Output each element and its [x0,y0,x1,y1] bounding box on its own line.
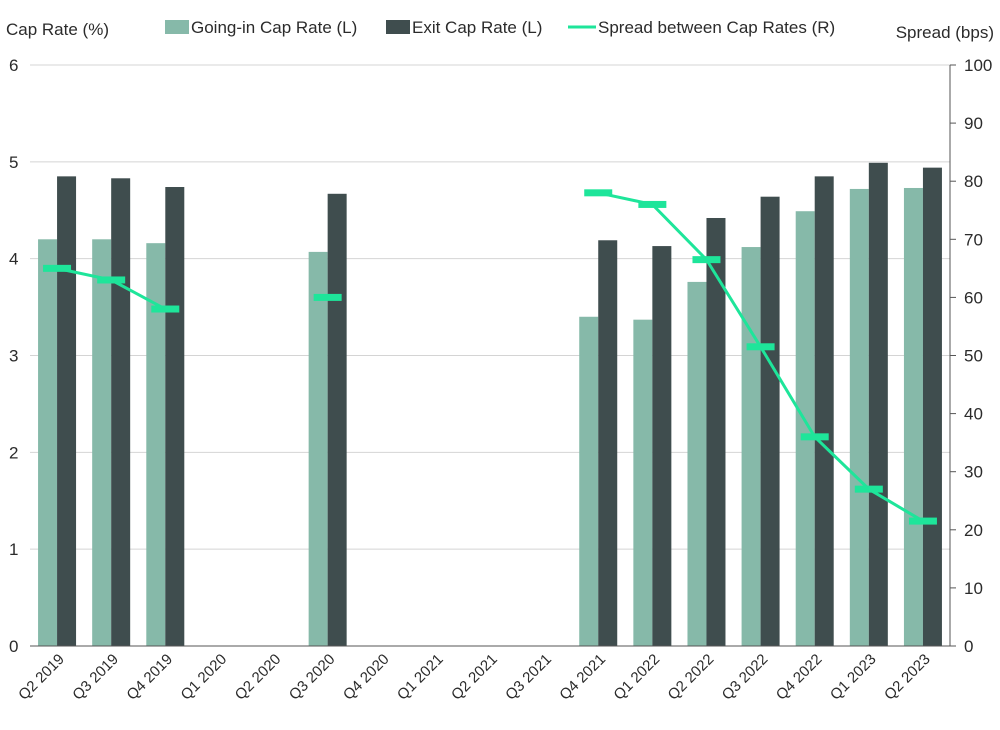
x-tick-label: Q2 2019 [15,651,68,704]
right-tick-label: 20 [964,521,983,540]
exit-cap-rate-bar [706,217,726,646]
going-in-cap-rate-bar [741,247,761,646]
exit-cap-rate-bar [922,167,942,647]
going-in-cap-rate-bar [38,239,58,647]
going-in-cap-rate-bar [92,239,112,647]
spread-point-marker [908,517,937,525]
right-tick-label: 0 [964,637,973,656]
going-in-cap-rate-bar [903,187,923,646]
spread-point-marker [151,305,180,313]
right-axis-title: Spread (bps) [896,23,994,42]
x-tick-label: Q2 2021 [448,651,501,704]
exit-cap-rate-bar [598,240,618,647]
x-tick-label: Q2 2023 [881,651,934,704]
exit-cap-rate-bar [760,196,780,646]
legend-label: Exit Cap Rate (L) [412,18,542,37]
x-tick-label: Q2 2022 [665,651,718,704]
going-in-cap-rate-bar [633,319,653,646]
left-tick-label: 6 [9,56,18,75]
x-tick-label: Q4 2021 [556,651,609,704]
spread-point-marker [584,189,613,197]
right-tick-label: 50 [964,347,983,366]
x-tick-label: Q1 2023 [827,651,880,704]
exit-cap-rate-bar [814,176,834,646]
x-tick-label: Q3 2021 [502,651,555,704]
spread-point-marker [97,276,126,284]
right-tick-label: 10 [964,579,983,598]
exit-cap-rate-bar [868,162,888,646]
legend-swatch [386,20,410,34]
going-in-cap-rate-bar [308,251,328,646]
right-tick-label: 60 [964,288,983,307]
exit-cap-rate-bar [652,246,672,646]
x-tick-label: Q1 2020 [178,651,231,704]
going-in-cap-rate-bar [849,188,869,647]
left-tick-label: 5 [9,153,18,172]
spread-point-marker [746,343,775,351]
x-tick-label: Q3 2022 [719,651,772,704]
exit-cap-rate-bar [111,178,131,647]
spread-point-marker [43,264,72,272]
right-tick-label: 30 [964,463,983,482]
x-tick-label: Q3 2019 [69,651,122,704]
x-tick-label: Q4 2020 [340,651,393,704]
x-tick-label: Q4 2019 [123,651,176,704]
bars [38,162,942,647]
spread-point-marker [638,200,667,208]
legend: Going-in Cap Rate (L) Exit Cap Rate (L) Sp… [165,18,835,37]
going-in-cap-rate-bar [795,211,815,647]
x-tick-label: Q4 2022 [773,651,826,704]
left-tick-label: 1 [9,540,18,559]
right-tick-label: 90 [964,114,983,133]
spread-line [43,189,937,525]
legend-label: Going-in Cap Rate (L) [191,18,357,37]
going-in-cap-rate-bar [579,316,599,646]
left-tick-label: 2 [9,443,18,462]
right-tick-label: 40 [964,405,983,424]
exit-cap-rate-bar [57,176,77,646]
x-tick-label: Q1 2021 [394,651,447,704]
left-tick-label: 0 [9,637,18,656]
left-axis-title: Cap Rate (%) [6,20,109,39]
going-in-cap-rate-bar [687,281,707,646]
exit-cap-rate-bar [165,187,185,646]
left-tick-label: 4 [9,250,18,269]
left-tick-label: 3 [9,347,18,366]
legend-label: Spread between Cap Rates (R) [598,18,835,37]
right-tick-label: 70 [964,230,983,249]
exit-cap-rate-bar [327,193,347,646]
right-tick-label: 100 [964,56,992,75]
x-tick-label: Q3 2020 [286,651,339,704]
legend-swatch [165,20,189,34]
right-tick-label: 80 [964,172,983,191]
spread-point-marker [800,433,829,441]
spread-point-marker [854,485,883,493]
spread-point-marker [313,293,342,301]
spread-point-marker [692,256,721,264]
x-tick-label: Q2 2020 [232,651,285,704]
x-tick-label: Q1 2022 [610,651,663,704]
going-in-cap-rate-bar [146,243,166,646]
